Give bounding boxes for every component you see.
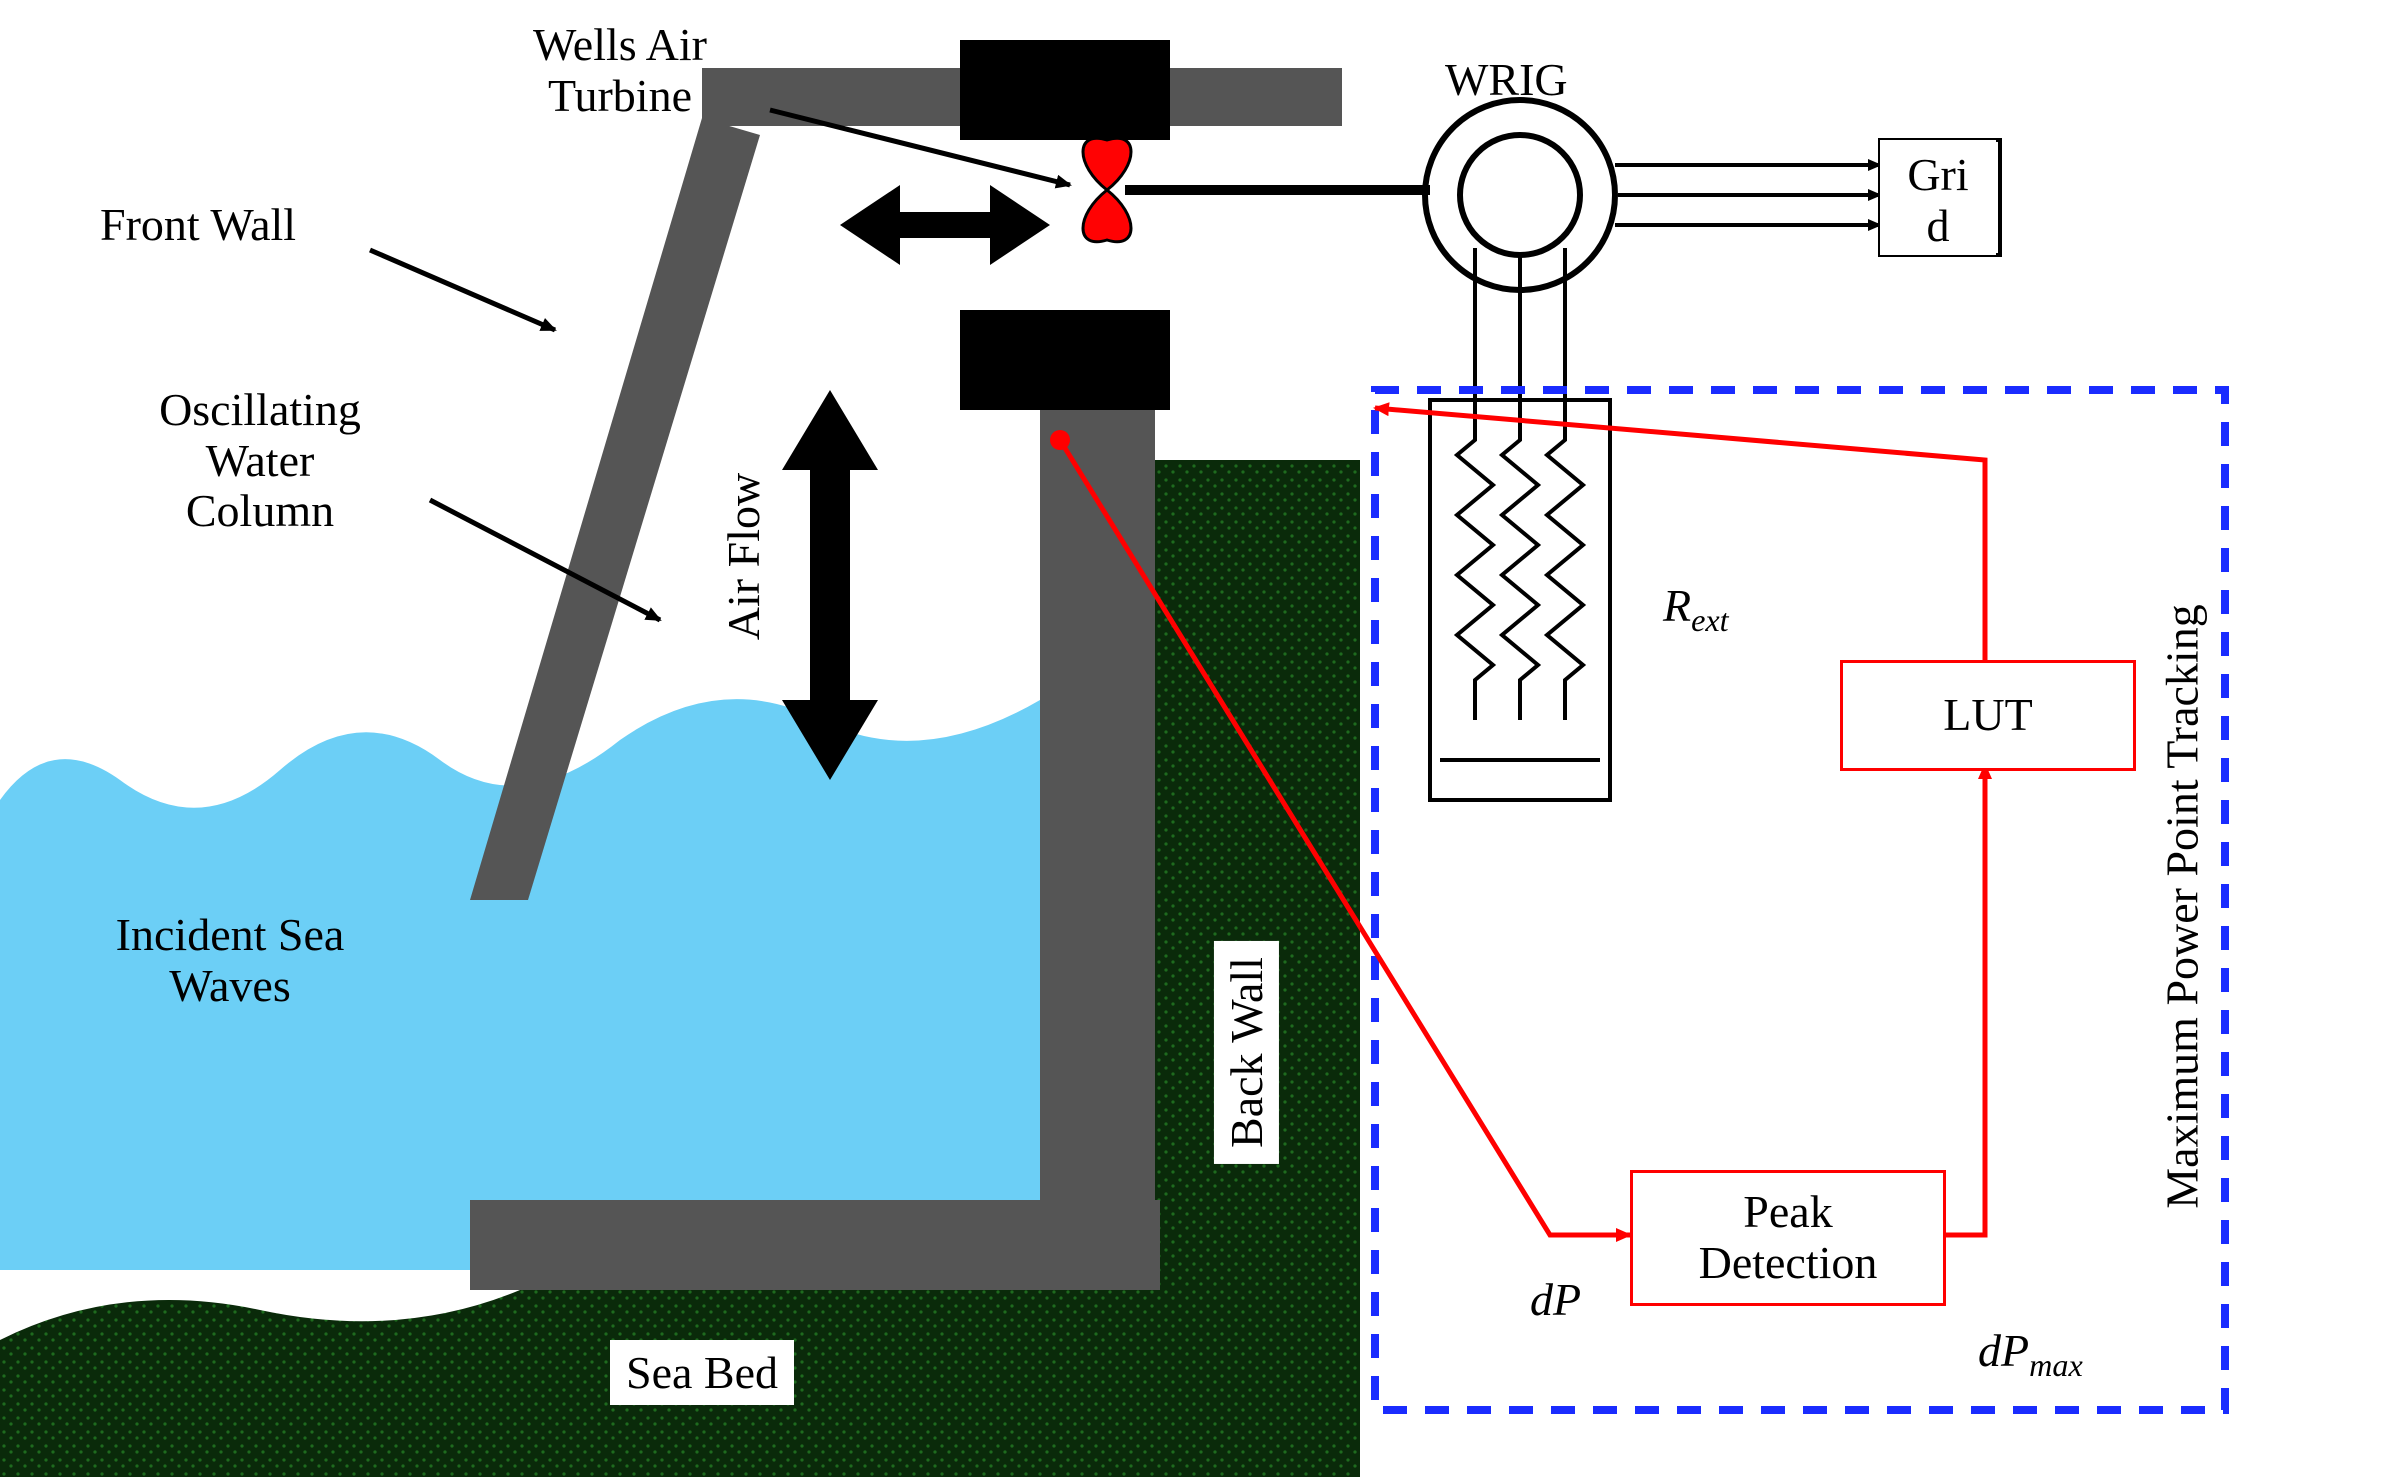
airflow-arrows <box>782 185 1050 780</box>
seabed-label: Sea Bed <box>610 1340 794 1405</box>
lut-box: LUT <box>1840 660 2136 771</box>
rotor-leads <box>1475 248 1565 410</box>
turbine-housing-bottom <box>960 310 1170 410</box>
dp-label: dP <box>1530 1275 1581 1326</box>
rext-label: Rext <box>1640 530 1729 638</box>
turbine-housing-top <box>960 40 1170 140</box>
dpmax-label: dPmax <box>1955 1275 2083 1383</box>
wrig-label: WRIG <box>1445 55 1568 106</box>
peak-detection-box: Peak Detection <box>1630 1170 1946 1306</box>
airflow-label: Air Flow <box>717 473 770 640</box>
wells-turbine-label: Wells Air Turbine <box>470 20 770 121</box>
backwall-label: Back Wall <box>1214 941 1279 1164</box>
three-phase-lines <box>1615 165 1880 225</box>
owc-label: Oscillating Water Column <box>120 385 400 537</box>
front-wall-label: Front Wall <box>100 200 296 251</box>
rext-resistors <box>1430 400 1610 800</box>
incident-waves-label: Incident Sea Waves <box>70 910 390 1011</box>
grid-label: Gri d <box>1880 140 1996 255</box>
mppt-label: Maximum Power Point Tracking <box>2156 604 2209 1208</box>
